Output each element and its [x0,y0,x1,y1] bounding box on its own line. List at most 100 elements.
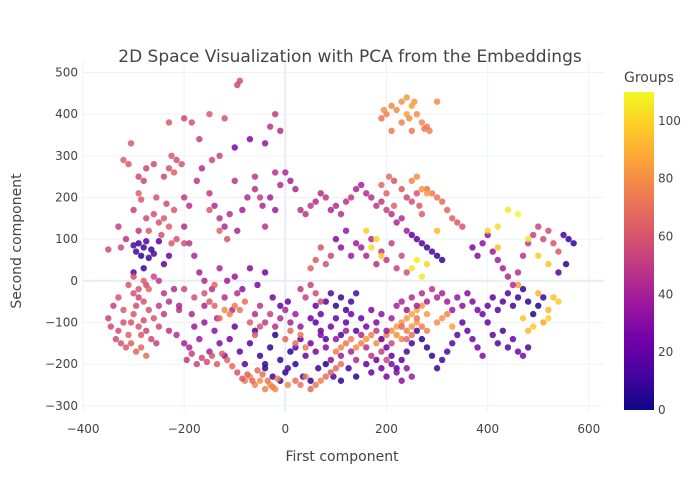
data-point [332,365,340,372]
data-point [393,369,400,376]
data-point [352,327,360,334]
data-point [272,331,279,339]
data-point [413,256,421,264]
data-point [428,285,436,293]
data-point [155,277,163,284]
data-point [170,169,178,176]
data-point [261,319,269,326]
data-point [261,385,269,393]
data-point [418,273,426,280]
data-point [363,252,370,259]
data-point [504,290,512,297]
data-point [368,244,375,251]
data-point [112,335,120,343]
data-point [345,365,352,372]
data-point [287,177,294,185]
data-point [120,156,127,164]
data-point [127,319,135,326]
colorbar-tick-label: 100 [658,114,681,128]
data-point [363,344,370,351]
data-point [337,360,345,368]
data-point [403,365,410,372]
data-point [165,327,173,334]
data-point [398,215,405,222]
data-point [115,294,122,301]
data-point [120,306,127,314]
data-point [342,327,350,334]
data-point [180,340,188,347]
data-point [143,238,150,245]
data-point [137,196,145,203]
data-point [130,242,137,249]
data-point [519,285,527,293]
data-point [408,340,415,347]
data-point [226,210,233,218]
data-point [459,319,466,326]
data-point [347,252,355,259]
data-point [504,273,512,280]
y-tick-label: 100 [55,232,78,246]
data-point [256,323,264,330]
data-point [378,310,385,318]
data-point [191,252,198,259]
data-point [519,252,527,259]
data-point [469,335,476,343]
data-point [373,202,380,209]
data-point [282,169,289,176]
data-point [449,323,456,330]
data-point [368,306,375,314]
data-point [388,340,395,347]
data-point [266,310,274,318]
data-point [545,315,552,322]
data-point [140,177,147,185]
data-point [358,244,365,251]
data-point [155,302,163,309]
data-point [143,352,150,359]
data-point [246,340,254,347]
y-tick-label: 400 [55,107,78,121]
data-point [393,265,400,272]
data-point [223,277,231,284]
data-point [317,377,324,384]
data-point [173,156,180,164]
data-point [423,298,431,305]
data-point [256,194,264,201]
data-point [140,298,147,305]
data-point [269,383,276,391]
data-point [383,256,390,264]
data-point [317,310,324,318]
data-point [433,194,441,201]
colorbar-tick-label: 40 [658,287,673,301]
data-point [234,81,241,89]
data-point [378,348,385,355]
data-point [423,244,431,251]
data-point [165,252,173,259]
data-point [358,315,365,322]
data-point [565,235,572,243]
data-point [443,310,451,318]
data-point [127,340,135,347]
data-point [186,240,193,247]
data-point [363,360,370,368]
data-point [130,310,137,318]
data-point [211,202,218,209]
data-point [168,152,175,160]
data-point [315,365,322,372]
data-point [454,331,461,339]
data-point [423,310,431,318]
y-tick-label: 0 [70,274,78,288]
data-point [153,194,160,201]
data-point [241,298,249,305]
data-point [428,248,436,255]
data-point [145,227,152,234]
data-point [352,290,360,297]
data-point [337,352,345,359]
data-point [261,140,269,147]
y-tick-label: −300 [45,399,78,413]
data-point [550,294,557,301]
data-point [524,298,532,305]
data-point [393,331,400,339]
data-point [368,235,375,243]
data-point [196,135,203,143]
